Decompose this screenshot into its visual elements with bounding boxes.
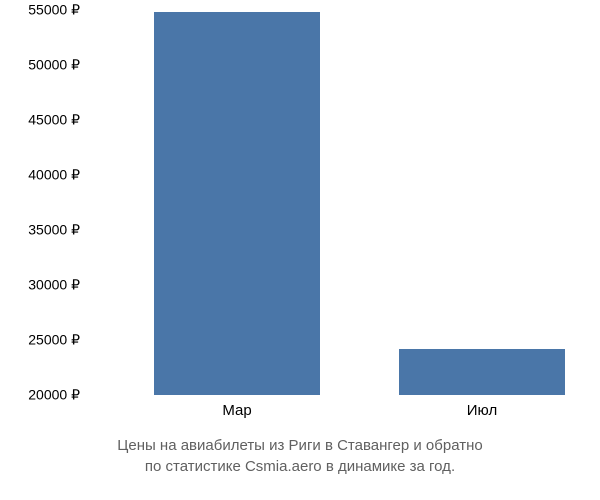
y-tick-label: 20000 ₽ <box>28 387 80 404</box>
bar <box>399 349 566 395</box>
y-tick-label: 35000 ₽ <box>28 222 80 239</box>
chart-plot-area <box>90 10 580 395</box>
chart-caption: Цены на авиабилеты из Риги в Ставангер и… <box>0 435 600 477</box>
caption-line-1: Цены на авиабилеты из Риги в Ставангер и… <box>0 435 600 456</box>
x-axis: Мар Июл <box>90 400 580 430</box>
y-tick-label: 25000 ₽ <box>28 332 80 349</box>
y-tick-label: 30000 ₽ <box>28 277 80 294</box>
y-tick-label: 45000 ₽ <box>28 112 80 129</box>
bar <box>154 12 321 395</box>
x-tick-label: Июл <box>467 402 497 419</box>
y-tick-label: 50000 ₽ <box>28 57 80 74</box>
x-tick-label: Мар <box>222 402 251 419</box>
y-tick-label: 40000 ₽ <box>28 167 80 184</box>
y-axis: 20000 ₽25000 ₽30000 ₽35000 ₽40000 ₽45000… <box>0 10 90 395</box>
bars-layer <box>90 10 580 395</box>
y-tick-label: 55000 ₽ <box>28 2 80 19</box>
caption-line-2: по статистике Csmia.aero в динамике за г… <box>0 456 600 477</box>
